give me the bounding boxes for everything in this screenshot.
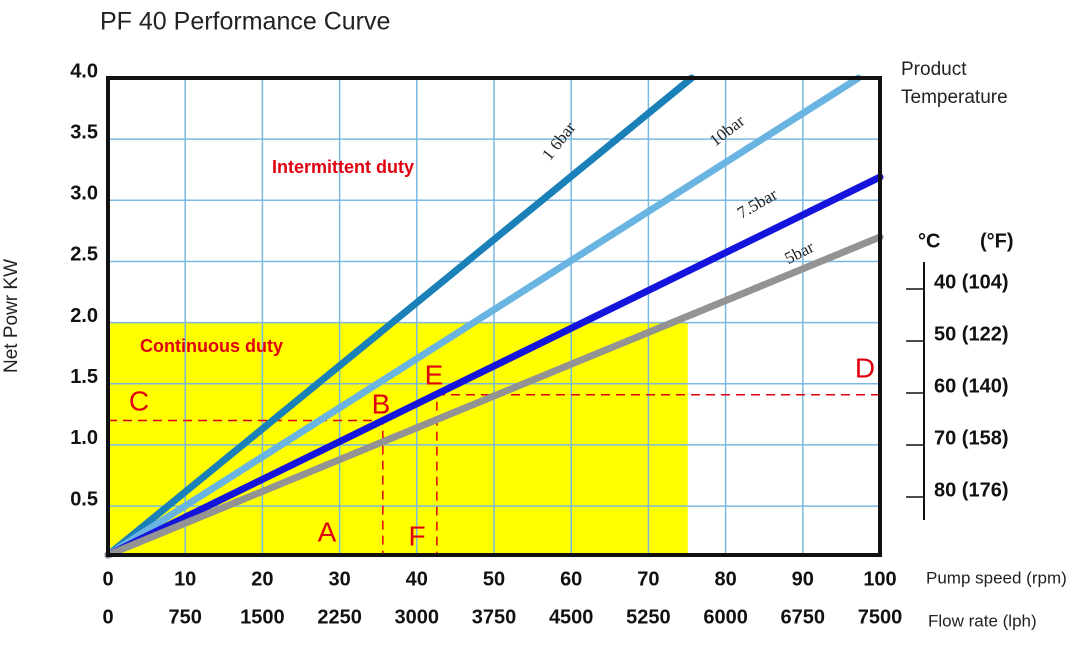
x-tick-label: 90 (792, 568, 814, 590)
y-tick-label: 4.0 (70, 60, 98, 82)
annotation: E (425, 359, 444, 390)
x2-tick-label: 3000 (395, 606, 440, 628)
x-tick-label: 60 (560, 568, 582, 590)
annotation: A (318, 516, 337, 547)
annotation: Continuous duty (140, 336, 283, 356)
y-axis-label: Net Powr KW (1, 259, 22, 373)
y-tick-label: 2.5 (70, 244, 98, 266)
x-tick-label: 100 (863, 568, 896, 590)
series-line (104, 173, 884, 559)
x2-tick-label: 3750 (472, 606, 517, 628)
series-line (104, 233, 884, 559)
plot-frame (106, 76, 882, 557)
y-tick-label: 3.0 (70, 183, 98, 205)
x2-tick-label: 6750 (781, 606, 826, 628)
temperature-label: 50 (122) (934, 323, 1009, 345)
x-tick-label: 10 (174, 568, 196, 590)
temperature-title: Product (901, 59, 967, 80)
temperature-title: Temperature (901, 87, 1008, 108)
x2-tick-label: 1500 (240, 606, 285, 628)
x2-tick-label: 750 (169, 606, 202, 628)
temperature-label: 70 (158) (934, 427, 1009, 449)
x-tick-label: 30 (328, 568, 350, 590)
x2-axis-label: Flow rate (lph) (928, 611, 1037, 630)
temperature-unit: (°F) (980, 230, 1014, 252)
annotation: F (408, 520, 425, 551)
x-tick-label: 20 (251, 568, 273, 590)
x2-tick-label: 6000 (703, 606, 748, 628)
y-tick-label: 2.0 (70, 305, 98, 327)
annotation: D (855, 352, 875, 383)
annotation: B (372, 388, 391, 419)
chart-title: PF 40 Performance Curve (100, 8, 390, 36)
x2-tick-label: 7500 (858, 606, 903, 628)
y-tick-label: 1.5 (70, 366, 98, 388)
x2-tick-label: 2250 (317, 606, 362, 628)
temperature-label: 40 (104) (934, 271, 1009, 293)
series-line (104, 74, 862, 559)
x-axis-label: Pump speed (rpm) (926, 568, 1067, 587)
x2-tick-label: 0 (102, 606, 113, 628)
x-tick-label: 40 (406, 568, 428, 590)
annotation: C (129, 385, 149, 416)
series-label: 1 6bar (538, 118, 580, 164)
x-tick-label: 0 (102, 568, 113, 590)
x-tick-label: 70 (637, 568, 659, 590)
y-tick-label: 3.5 (70, 121, 98, 143)
series-line (104, 74, 696, 559)
x-tick-label: 80 (714, 568, 736, 590)
x2-tick-label: 4500 (549, 606, 594, 628)
temperature-unit: °C (918, 230, 940, 252)
x-tick-label: 50 (483, 568, 505, 590)
y-tick-label: 1.0 (70, 427, 98, 449)
series-label: 10bar (706, 111, 748, 150)
series-label: 7.5bar (734, 184, 781, 222)
x2-tick-label: 5250 (626, 606, 671, 628)
annotation: Intermittent duty (272, 157, 414, 177)
temperature-label: 80 (176) (934, 479, 1009, 501)
y-tick-label: 0.5 (70, 488, 98, 510)
temperature-label: 60 (140) (934, 375, 1009, 397)
